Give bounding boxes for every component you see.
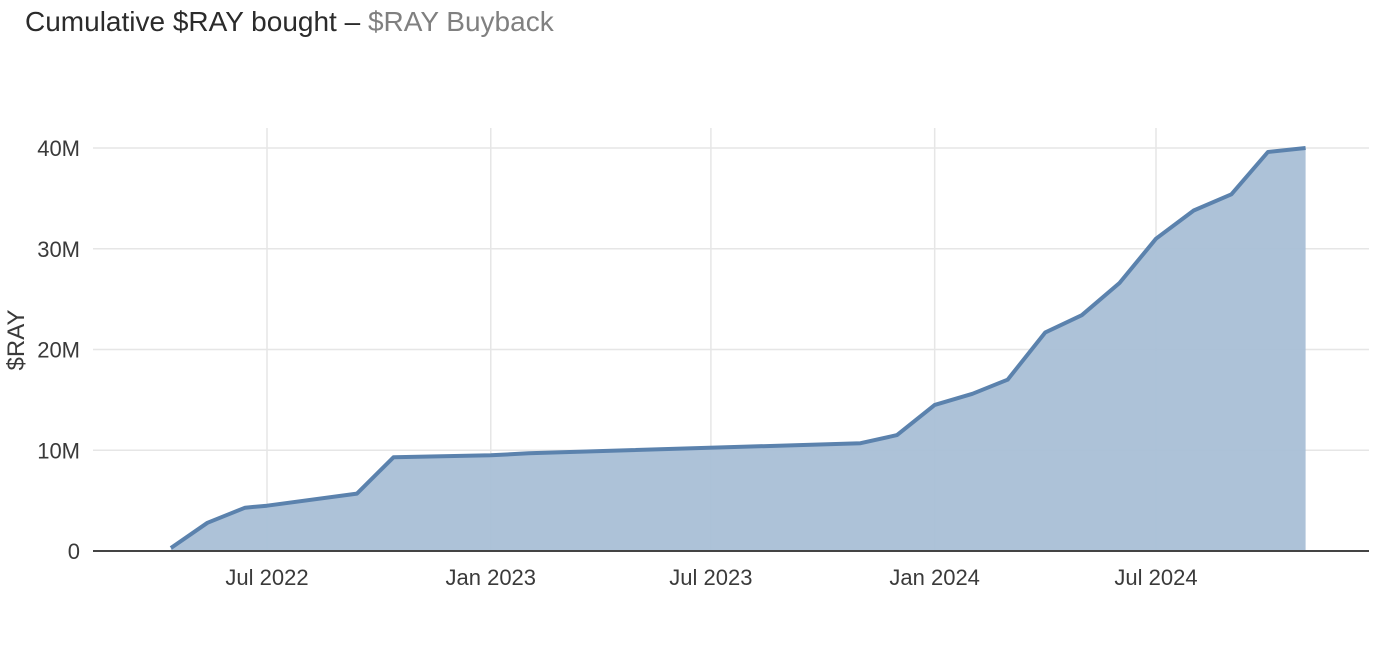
chart-header: Cumulative $RAY bought – $RAY Buyback: [25, 4, 554, 40]
y-tick-label: 30M: [37, 237, 80, 262]
area-fill: [170, 148, 1306, 551]
y-axis-label: $RAY: [3, 310, 30, 371]
x-tick-label: Jan 2024: [889, 565, 980, 590]
y-tick-label: 10M: [37, 438, 80, 463]
x-tick-label: Jul 2024: [1114, 565, 1197, 590]
x-tick-label: Jan 2023: [446, 565, 537, 590]
y-tick-label: 20M: [37, 338, 80, 363]
chart-title: Cumulative $RAY bought: [25, 6, 337, 37]
x-tick-label: Jul 2023: [669, 565, 752, 590]
x-tick-label: Jul 2022: [225, 565, 308, 590]
y-tick-labels: 0 10M 20M 30M 40M: [37, 136, 80, 564]
x-tick-labels: Jul 2022 Jan 2023 Jul 2023 Jan 2024 Jul 2024: [225, 565, 1197, 590]
y-tick-label: 40M: [37, 136, 80, 161]
series-line: [169, 146, 1306, 550]
y-tick-label: 0: [68, 539, 80, 564]
chart-subtitle: $RAY Buyback: [367, 6, 554, 37]
title-separator: –: [344, 6, 361, 37]
